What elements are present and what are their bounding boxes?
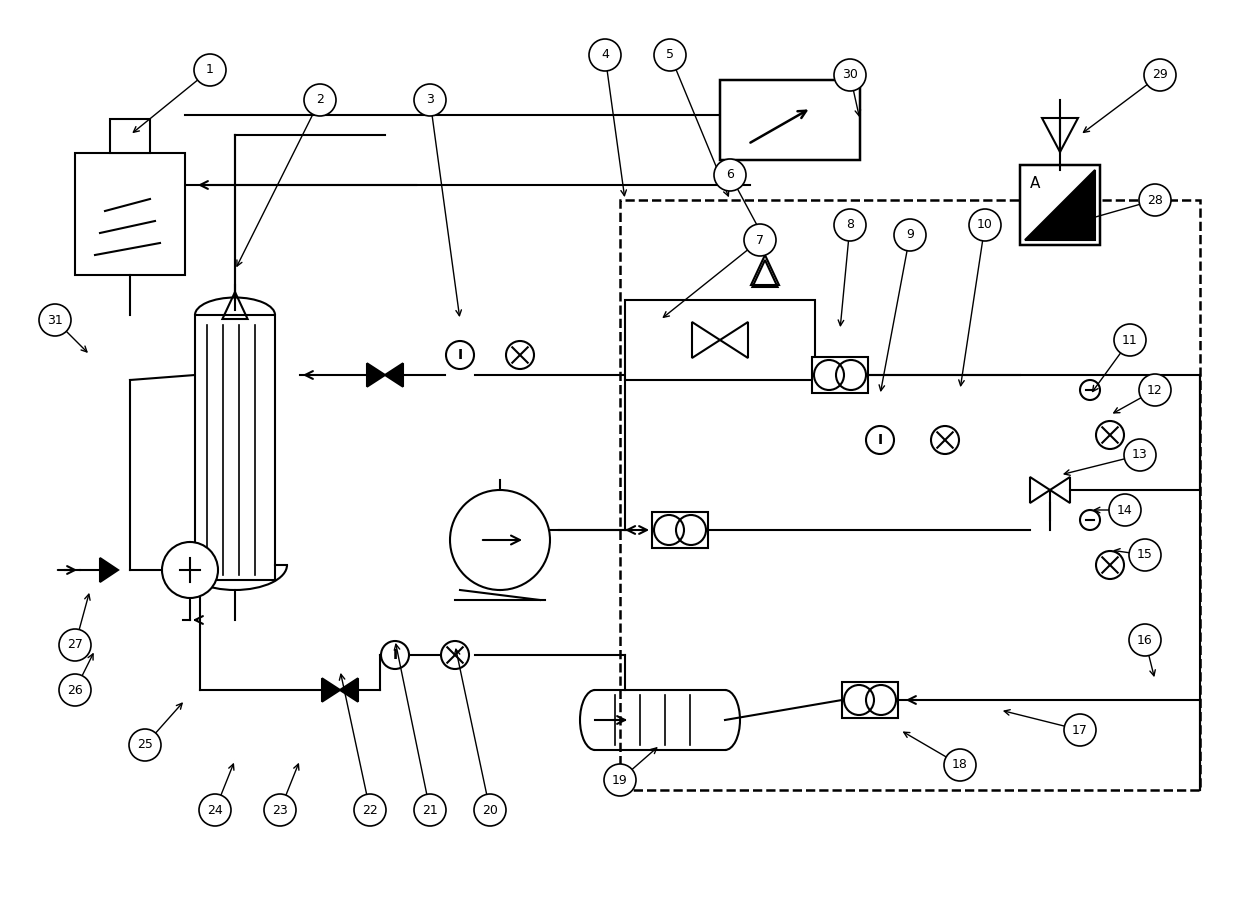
Text: 21: 21 — [422, 804, 438, 816]
Circle shape — [1145, 59, 1176, 91]
Text: 10: 10 — [977, 218, 993, 232]
Text: 22: 22 — [362, 804, 378, 816]
Circle shape — [744, 224, 776, 256]
Circle shape — [1080, 380, 1100, 400]
Bar — [842, 682, 898, 718]
Bar — [620, 200, 1200, 790]
Text: A: A — [1029, 176, 1040, 190]
Circle shape — [381, 641, 409, 669]
Text: 5: 5 — [666, 49, 675, 62]
Text: 3: 3 — [427, 93, 434, 107]
Circle shape — [604, 764, 636, 796]
Circle shape — [968, 209, 1001, 241]
Circle shape — [714, 159, 746, 191]
Text: 13: 13 — [1132, 449, 1148, 462]
Circle shape — [450, 490, 551, 590]
Circle shape — [446, 341, 474, 369]
Circle shape — [414, 84, 446, 116]
Circle shape — [353, 794, 386, 826]
Circle shape — [931, 426, 959, 454]
Text: I: I — [878, 433, 883, 447]
Bar — [74, 153, 185, 275]
Text: 1: 1 — [206, 63, 215, 77]
Circle shape — [835, 59, 866, 91]
Circle shape — [162, 542, 218, 598]
Circle shape — [441, 641, 469, 669]
Text: 28: 28 — [1147, 194, 1163, 206]
Text: 8: 8 — [846, 218, 854, 232]
Text: 9: 9 — [906, 228, 914, 242]
Circle shape — [866, 426, 894, 454]
Circle shape — [193, 54, 226, 86]
Text: 23: 23 — [272, 804, 288, 816]
Bar — [110, 119, 150, 153]
Circle shape — [894, 219, 926, 251]
Text: 16: 16 — [1137, 634, 1153, 646]
Text: 15: 15 — [1137, 548, 1153, 561]
Bar — [625, 300, 815, 380]
Text: 11: 11 — [1122, 334, 1138, 347]
Circle shape — [60, 629, 91, 661]
Polygon shape — [322, 679, 340, 701]
Polygon shape — [1025, 170, 1095, 240]
Bar — [812, 357, 868, 393]
Text: 29: 29 — [1152, 69, 1168, 81]
Bar — [195, 315, 275, 580]
Text: 27: 27 — [67, 639, 83, 652]
Circle shape — [1140, 374, 1171, 406]
Bar — [1021, 165, 1100, 245]
Circle shape — [589, 39, 621, 71]
Polygon shape — [384, 363, 403, 386]
Circle shape — [506, 341, 534, 369]
Text: 26: 26 — [67, 683, 83, 697]
Text: 4: 4 — [601, 49, 609, 62]
Circle shape — [1096, 421, 1123, 449]
Circle shape — [1140, 184, 1171, 216]
Text: 25: 25 — [138, 738, 153, 751]
Text: 31: 31 — [47, 313, 63, 327]
Text: I: I — [458, 348, 463, 362]
Text: 2: 2 — [316, 93, 324, 107]
Circle shape — [129, 729, 161, 761]
Circle shape — [474, 794, 506, 826]
Text: 14: 14 — [1117, 503, 1133, 517]
Circle shape — [1114, 324, 1146, 356]
Circle shape — [653, 39, 686, 71]
Bar — [652, 512, 708, 548]
Text: 12: 12 — [1147, 384, 1163, 396]
Circle shape — [1128, 539, 1161, 571]
Circle shape — [944, 749, 976, 781]
Circle shape — [1080, 510, 1100, 530]
Polygon shape — [340, 679, 358, 701]
Circle shape — [1096, 551, 1123, 579]
Circle shape — [1109, 494, 1141, 526]
Circle shape — [1123, 439, 1156, 471]
Text: I: I — [392, 648, 398, 662]
Bar — [720, 80, 861, 160]
Polygon shape — [100, 558, 118, 582]
Circle shape — [38, 304, 71, 336]
Text: 20: 20 — [482, 804, 498, 816]
Text: 17: 17 — [1073, 723, 1087, 737]
Circle shape — [198, 794, 231, 826]
Polygon shape — [367, 363, 384, 386]
Circle shape — [264, 794, 296, 826]
Text: 24: 24 — [207, 804, 223, 816]
Text: 6: 6 — [727, 168, 734, 182]
Circle shape — [1064, 714, 1096, 746]
Circle shape — [304, 84, 336, 116]
Text: 30: 30 — [842, 69, 858, 81]
Circle shape — [414, 794, 446, 826]
Text: 19: 19 — [613, 774, 627, 786]
Circle shape — [60, 674, 91, 706]
Circle shape — [835, 209, 866, 241]
Circle shape — [1128, 624, 1161, 656]
Text: 18: 18 — [952, 758, 968, 771]
Text: 7: 7 — [756, 233, 764, 246]
